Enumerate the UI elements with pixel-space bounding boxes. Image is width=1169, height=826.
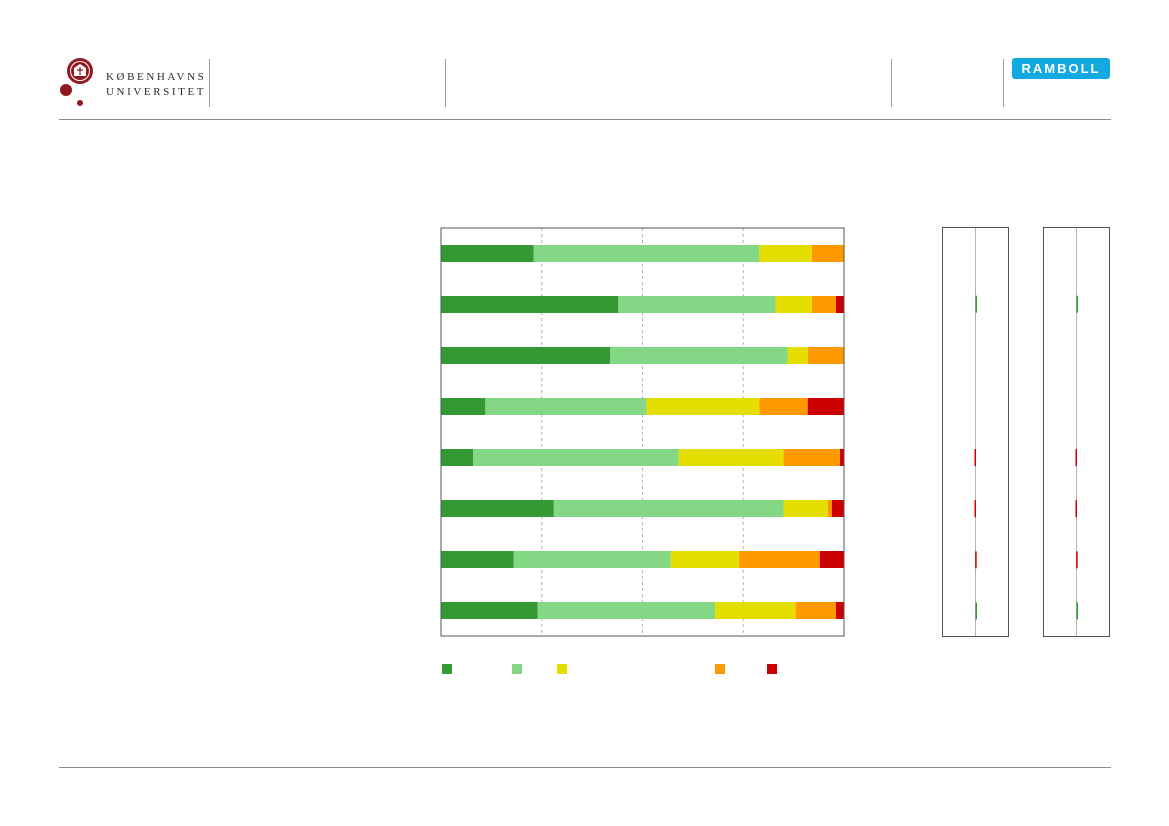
bar-segment-neutral [670, 551, 740, 568]
difference-bar [975, 295, 977, 313]
bar-segment-positive [485, 398, 647, 415]
header-divider [1003, 59, 1004, 107]
bar-segment-very_negative [819, 551, 844, 568]
bar-segment-very_negative [835, 602, 844, 619]
legend-swatch-very_positive [442, 664, 452, 674]
bar-segment-neutral [787, 347, 808, 364]
difference-bar [974, 500, 977, 518]
bar-segment-very_positive [441, 398, 486, 415]
bar-segment-positive [553, 500, 784, 517]
institution-name: KØBENHAVNS UNIVERSITET [106, 70, 206, 100]
bar-segment-very_negative [831, 500, 844, 517]
bar-segment-very_negative [835, 296, 844, 313]
difference-bar [1075, 500, 1078, 518]
bar-segment-negative [759, 398, 808, 415]
bar-segment-very_positive [441, 296, 619, 313]
bar-segment-neutral [775, 296, 812, 313]
difference-bar [1075, 449, 1078, 467]
partner-logo: RAMBOLL [1012, 58, 1110, 79]
bar-segment-positive [610, 347, 788, 364]
bar-segment-neutral [715, 602, 796, 619]
difference-chart-1 [942, 227, 1009, 637]
bar-segment-negative [811, 245, 844, 262]
bar-segment-negative [807, 347, 844, 364]
bar-segment-very_positive [441, 347, 611, 364]
bar-segment-very_positive [441, 602, 538, 619]
bar-segment-very_negative [839, 449, 844, 466]
header-divider [209, 59, 210, 107]
header-rule [59, 119, 1111, 120]
institution-name-line2: UNIVERSITET [106, 86, 207, 98]
legend-swatch-negative [715, 664, 725, 674]
bar-segment-positive [513, 551, 671, 568]
bar-segment-very_positive [441, 500, 554, 517]
legend-swatch-positive [512, 664, 522, 674]
plot-frame [942, 227, 1009, 637]
bar-segment-negative [783, 449, 840, 466]
bar-segment-very_positive [441, 449, 474, 466]
bar-segment-very_negative [807, 398, 844, 415]
header-divider [891, 59, 892, 107]
legend-swatch-very_negative [767, 664, 777, 674]
difference-bar [1076, 551, 1078, 569]
bar-segment-negative [795, 602, 836, 619]
bar-segment-negative [739, 551, 820, 568]
bar-segment-neutral [678, 449, 784, 466]
bar-segment-positive [473, 449, 679, 466]
difference-bar [1076, 295, 1078, 313]
difference-bar [975, 602, 977, 620]
difference-bar [1076, 602, 1078, 620]
header-divider [445, 59, 446, 107]
bar-segment-neutral [783, 500, 828, 517]
plot-frame [440, 227, 845, 637]
legend-swatch-neutral [557, 664, 567, 674]
plot-frame [1043, 227, 1110, 637]
bar-segment-very_positive [441, 245, 534, 262]
bar-segment-neutral [759, 245, 812, 262]
bar-segment-positive [537, 602, 716, 619]
difference-bar [975, 551, 977, 569]
bar-segment-negative [811, 296, 836, 313]
bar-segment-positive [533, 245, 760, 262]
bar-segment-very_positive [441, 551, 514, 568]
footer-rule [59, 767, 1111, 768]
university-seal-logo [60, 58, 93, 106]
stacked-bar-chart [440, 227, 845, 674]
difference-chart-2 [1043, 227, 1110, 637]
institution-name-line1: KØBENHAVNS [106, 71, 207, 83]
bar-segment-neutral [646, 398, 760, 415]
bar-segment-negative [827, 500, 832, 517]
bar-segment-positive [618, 296, 776, 313]
difference-bar [974, 449, 977, 467]
